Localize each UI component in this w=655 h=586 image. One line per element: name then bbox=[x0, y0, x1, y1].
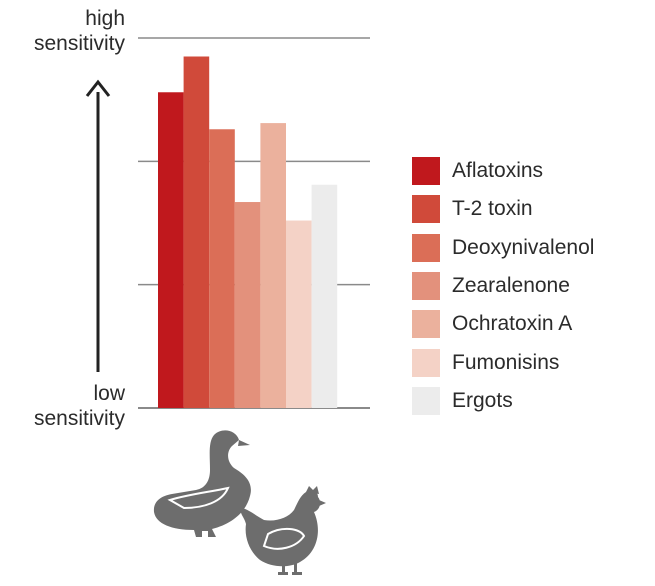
axis-label-low: low sensitivity bbox=[33, 382, 125, 430]
legend-label: Ergots bbox=[452, 388, 513, 412]
axis-label-high: high sensitivity bbox=[33, 7, 125, 55]
legend-item: Aflatoxins bbox=[412, 152, 594, 190]
legend-item: T-2 toxin bbox=[412, 190, 594, 228]
legend-swatch bbox=[412, 157, 440, 186]
bar-ergots bbox=[311, 184, 338, 408]
legend-swatch bbox=[412, 272, 440, 301]
goose-icon bbox=[153, 430, 251, 537]
legend-item: Ergots bbox=[412, 382, 594, 420]
legend-swatch bbox=[412, 386, 440, 415]
legend-item: Fumonisins bbox=[412, 343, 594, 381]
bars bbox=[158, 56, 338, 409]
legend-label: Deoxynivalenol bbox=[452, 235, 595, 259]
legend-swatch bbox=[412, 348, 440, 377]
legend-label: Fumonisins bbox=[452, 350, 560, 374]
legend-item: Ochratoxin A bbox=[412, 305, 594, 343]
legend: Aflatoxins T-2 toxin Deoxynivalenol Zearale… bbox=[412, 152, 594, 420]
legend-label: T-2 toxin bbox=[452, 197, 533, 221]
sensitivity-arrow-icon bbox=[85, 79, 111, 372]
chicken-icon bbox=[240, 486, 326, 575]
legend-item: Deoxynivalenol bbox=[412, 229, 594, 267]
bar-fumonisins bbox=[286, 220, 312, 408]
bar-zearalenone bbox=[234, 202, 261, 408]
legend-label: Ochratoxin A bbox=[452, 312, 573, 336]
legend-swatch bbox=[412, 310, 440, 339]
legend-swatch bbox=[412, 195, 440, 224]
legend-label: Aflatoxins bbox=[452, 159, 544, 183]
bar-ochratoxin-a bbox=[260, 123, 286, 408]
bar-t-2-toxin bbox=[183, 56, 210, 408]
bar-deoxynivalenol bbox=[209, 129, 235, 408]
bar-aflatoxins bbox=[158, 92, 184, 409]
legend-label: Zearalenone bbox=[452, 274, 570, 298]
legend-swatch bbox=[412, 233, 440, 262]
legend-item: Zearalenone bbox=[412, 267, 594, 305]
